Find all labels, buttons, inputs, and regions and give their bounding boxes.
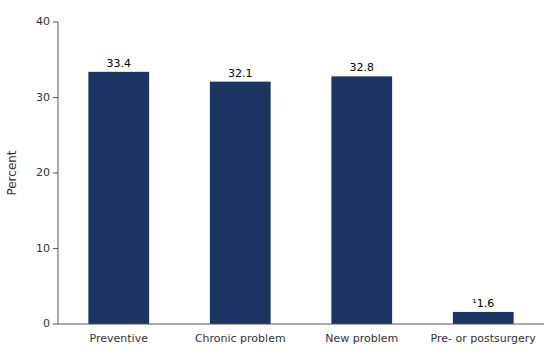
y-tick-label: 20	[36, 166, 50, 179]
data-label: ¹1.6	[472, 297, 494, 310]
y-axis-line	[58, 22, 59, 324]
y-tick-label: 30	[36, 91, 50, 104]
bar	[88, 72, 149, 324]
y-axis-label: Percent	[5, 150, 19, 195]
y-tick-label: 40	[36, 15, 50, 28]
x-tick-label: Pre- or postsurgery	[431, 332, 537, 345]
y-tick	[53, 173, 58, 174]
y-tick-label: 10	[36, 242, 50, 255]
chart-container: 0 10 20 30 40 Percent 33.4 32.1 32.8 ¹1.6 Preventi…	[0, 0, 560, 362]
x-axis: Preventive Chronic problem New problem Pre-…	[58, 324, 544, 345]
y-tick	[53, 248, 58, 249]
y-tick	[53, 97, 58, 98]
x-axis-line	[58, 324, 544, 325]
y-tick-label: 0	[43, 317, 50, 330]
y-tick	[53, 324, 58, 325]
data-label: 33.4	[107, 57, 132, 70]
bar	[453, 312, 514, 324]
x-tick-label: New problem	[325, 332, 398, 345]
x-tick-label: Preventive	[90, 332, 149, 345]
x-tick-label: Chronic problem	[195, 332, 286, 345]
data-label: 32.8	[350, 61, 375, 74]
bars	[88, 72, 513, 324]
data-label: 32.1	[228, 67, 253, 80]
y-tick	[53, 22, 58, 23]
data-labels: 33.4 32.1 32.8 ¹1.6	[107, 57, 495, 310]
chart: 0 10 20 30 40 Percent 33.4 32.1 32.8 ¹1.6 Preventi…	[0, 0, 560, 362]
bar	[331, 76, 392, 324]
bar	[210, 82, 271, 324]
y-axis: 0 10 20 30 40	[36, 15, 58, 330]
